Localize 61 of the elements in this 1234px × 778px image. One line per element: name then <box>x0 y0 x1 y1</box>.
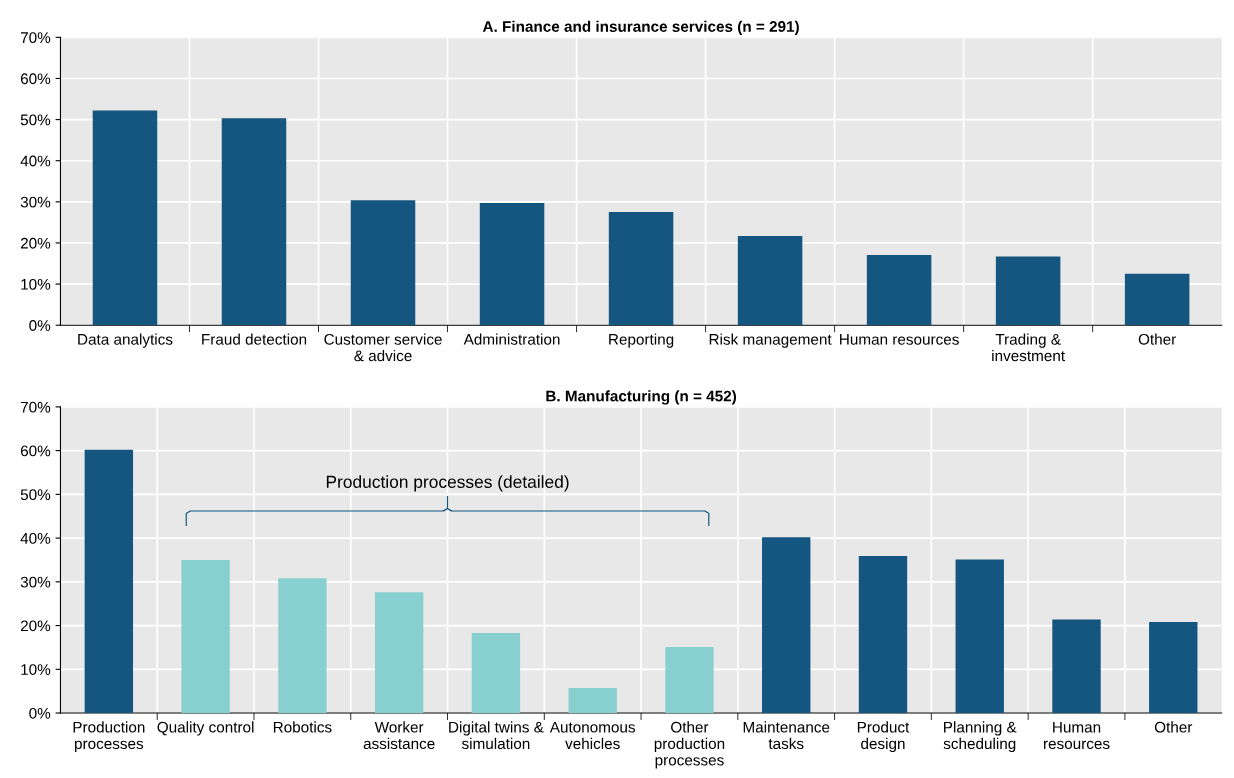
x-tick-label: Fraud detection <box>202 333 307 345</box>
bar <box>608 212 674 326</box>
y-tick-label: 60% <box>20 445 51 457</box>
bar <box>278 578 327 714</box>
x-tick-label: Planning & scheduling <box>943 721 1017 753</box>
x-tick-label: Risk management <box>709 333 832 348</box>
x-tick-label: Digital twins & simulation <box>449 721 544 750</box>
y-tick-label: 0% <box>29 707 51 719</box>
bar <box>374 592 424 714</box>
bar <box>84 449 134 714</box>
bar <box>866 254 932 326</box>
x-tick-label: Autonomous vehicles <box>549 721 636 750</box>
bar <box>479 203 545 326</box>
chart-title: B. Manufacturing (n = 452) <box>546 390 737 405</box>
x-tick-label: Data analytics <box>78 333 173 348</box>
bar <box>568 688 617 714</box>
y-tick-label: 20% <box>20 620 51 632</box>
x-tick-label: Robotics <box>273 721 332 733</box>
y-tick-label: 40% <box>20 155 51 167</box>
bar <box>737 235 803 326</box>
bar <box>1052 619 1101 714</box>
x-tick-label: Product design <box>857 721 910 753</box>
x-tick-label: Quality control <box>157 721 254 736</box>
bar <box>995 256 1061 326</box>
bar <box>1124 273 1190 326</box>
x-tick-label: Production processes <box>73 721 145 753</box>
x-tick-label: Human resources <box>1043 721 1110 750</box>
chart-title: A. Finance and insurance services (n = 291) <box>482 20 799 35</box>
y-tick-label: 70% <box>20 32 51 44</box>
y-tick-label: 20% <box>20 237 51 249</box>
x-tick-label: Other <box>1154 721 1193 733</box>
x-tick-label: Administration <box>463 333 560 345</box>
y-tick-label: 50% <box>20 489 51 501</box>
y-tick-label: 30% <box>20 196 51 208</box>
y-tick-label: 50% <box>20 114 51 126</box>
bar <box>92 110 158 326</box>
bar <box>221 118 287 326</box>
y-tick-label: 60% <box>20 73 51 85</box>
x-tick-label: Trading & investment <box>992 333 1065 362</box>
y-tick-label: 70% <box>20 401 51 413</box>
bar <box>350 200 416 326</box>
y-tick-label: 30% <box>20 576 51 588</box>
bar <box>1149 622 1198 714</box>
x-tick-label: Maintenance tasks <box>743 721 830 750</box>
x-tick-label: Other production processes <box>654 721 725 769</box>
y-tick-label: 0% <box>29 320 51 331</box>
x-tick-label: Customer service & advice <box>324 333 442 362</box>
bar <box>471 633 521 714</box>
bar <box>181 559 230 714</box>
y-tick-label: 40% <box>20 532 51 544</box>
bar <box>762 537 811 714</box>
bar <box>665 647 714 714</box>
y-tick-label: 10% <box>21 278 51 290</box>
y-tick-label: 10% <box>21 664 51 675</box>
x-tick-label: Reporting <box>609 333 674 348</box>
x-tick-label: Worker assistance <box>363 721 435 750</box>
bar <box>955 559 1004 714</box>
x-tick-label: Human resources <box>840 334 959 345</box>
x-tick-label: Other <box>1138 333 1176 345</box>
bar <box>858 556 908 714</box>
annotation: Production processes (detailed) <box>326 475 569 492</box>
